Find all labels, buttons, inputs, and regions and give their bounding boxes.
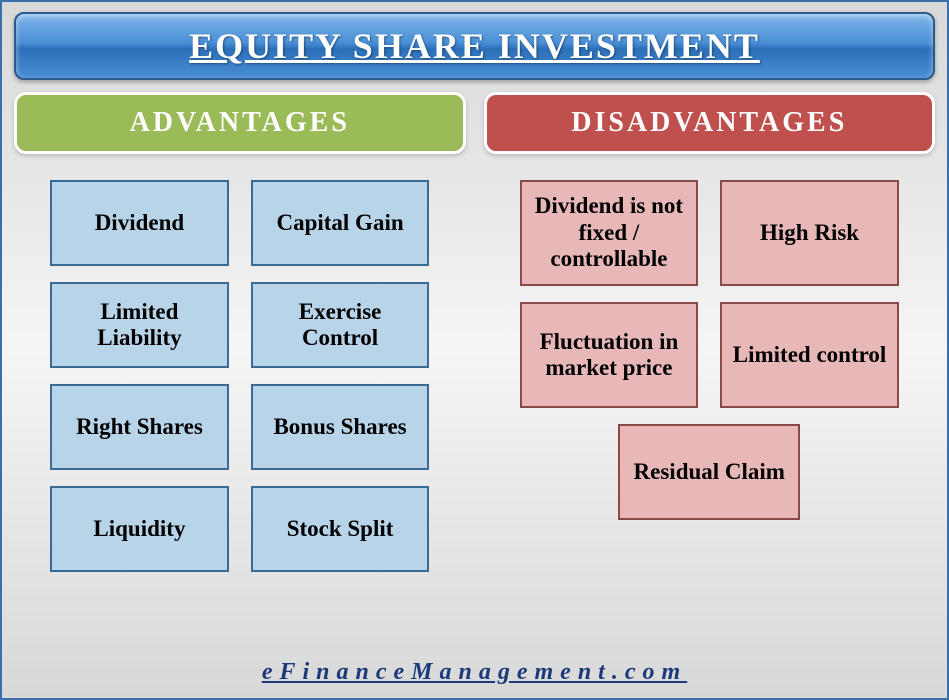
advantages-header: ADVANTAGES	[14, 92, 466, 154]
columns-container: ADVANTAGES Dividend Capital Gain Limited…	[2, 92, 947, 572]
advantage-item: Bonus Shares	[251, 384, 430, 470]
advantages-header-label: ADVANTAGES	[130, 107, 350, 139]
disadvantages-header: DISADVANTAGES	[484, 92, 936, 154]
advantage-item: Stock Split	[251, 486, 430, 572]
advantage-item: Limited Liability	[50, 282, 229, 368]
disadvantage-item: Dividend is not fixed / controllable	[520, 180, 699, 286]
footer-credit: eFinanceManagement.com	[2, 659, 947, 686]
disadvantages-header-label: DISADVANTAGES	[571, 107, 847, 139]
advantages-column: ADVANTAGES Dividend Capital Gain Limited…	[14, 92, 466, 572]
disadvantage-item: High Risk	[720, 180, 899, 286]
disadvantages-column: DISADVANTAGES Dividend is not fixed / co…	[484, 92, 936, 572]
advantages-grid: Dividend Capital Gain Limited Liability …	[50, 180, 429, 572]
disadvantage-item: Fluctuation in market price	[520, 302, 699, 408]
disadvantage-item: Residual Claim	[618, 424, 800, 520]
advantage-item: Dividend	[50, 180, 229, 266]
disadvantage-item: Limited control	[720, 302, 899, 408]
title-bar: EQUITY SHARE INVESTMENT	[14, 12, 935, 80]
advantage-item: Liquidity	[50, 486, 229, 572]
page-title: EQUITY SHARE INVESTMENT	[189, 25, 760, 67]
advantage-item: Exercise Control	[251, 282, 430, 368]
advantage-item: Capital Gain	[251, 180, 430, 266]
advantage-item: Right Shares	[50, 384, 229, 470]
disadvantages-grid: Dividend is not fixed / controllable Hig…	[520, 180, 899, 520]
